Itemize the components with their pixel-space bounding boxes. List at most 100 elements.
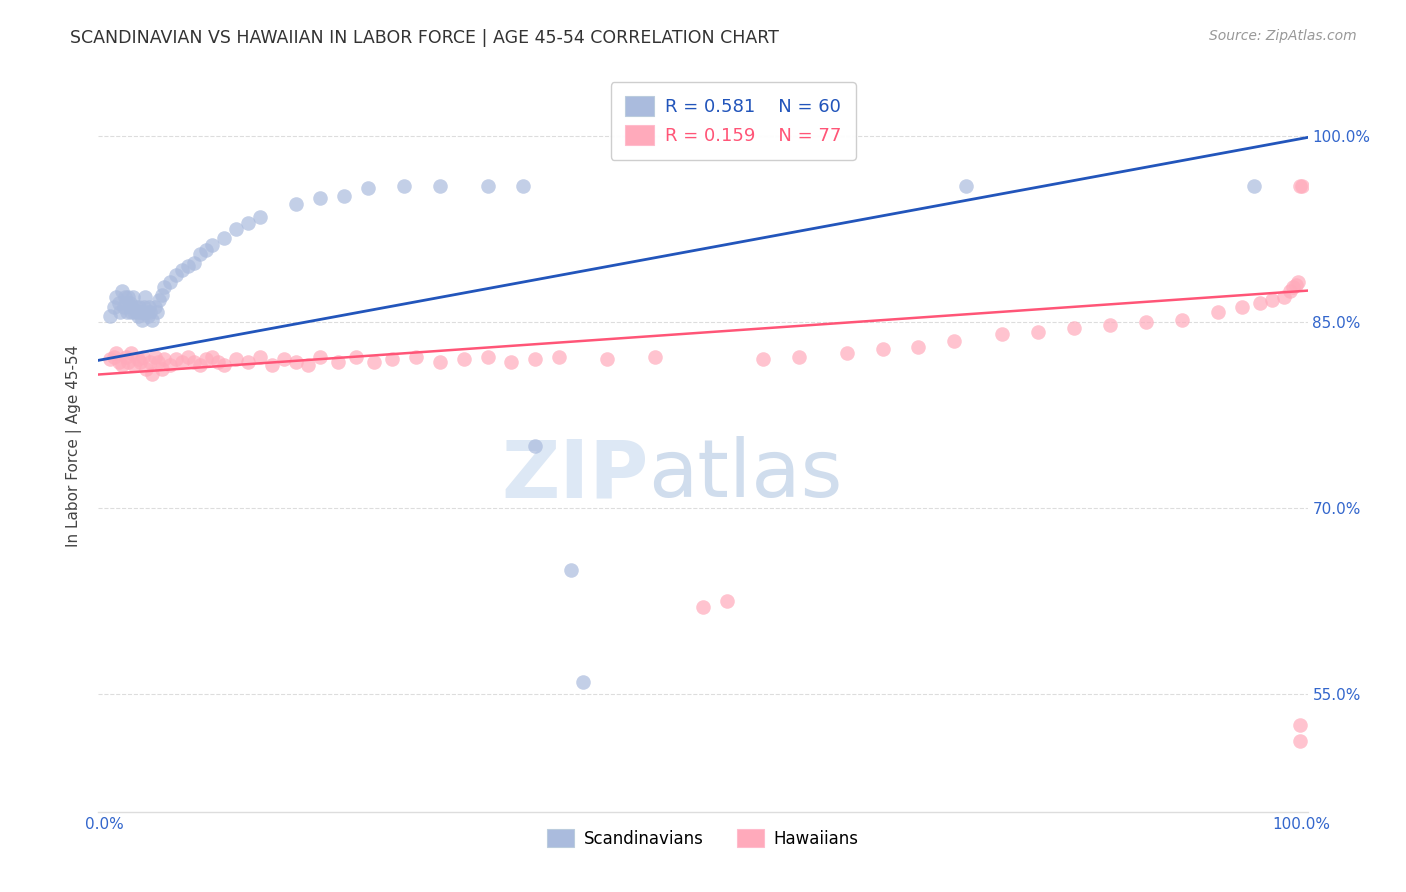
Point: [143, 300, 166, 314]
Point: [124, 359, 146, 373]
Point: [165, 268, 187, 282]
Point: [212, 359, 235, 373]
Point: [127, 352, 149, 367]
Point: [143, 350, 166, 364]
Point: [153, 280, 176, 294]
Point: [141, 312, 163, 326]
Point: [1135, 315, 1157, 329]
Point: [117, 290, 139, 304]
Point: [787, 350, 810, 364]
Point: [560, 563, 582, 577]
Point: [201, 238, 224, 252]
Point: [1249, 296, 1271, 310]
Point: [112, 300, 135, 314]
Point: [183, 354, 205, 368]
Point: [381, 352, 404, 367]
Point: [344, 350, 367, 364]
Point: [148, 293, 170, 307]
Point: [1260, 293, 1282, 307]
Point: [201, 350, 224, 364]
Point: [453, 352, 475, 367]
Point: [141, 367, 163, 381]
Point: [139, 305, 162, 319]
Point: [309, 191, 332, 205]
Point: [127, 309, 149, 323]
Point: [644, 350, 666, 364]
Point: [405, 350, 427, 364]
Text: SCANDINAVIAN VS HAWAIIAN IN LABOR FORCE | AGE 45-54 CORRELATION CHART: SCANDINAVIAN VS HAWAIIAN IN LABOR FORCE …: [70, 29, 779, 46]
Point: [188, 359, 211, 373]
Point: [1289, 178, 1312, 193]
Point: [357, 181, 380, 195]
Point: [297, 359, 319, 373]
Point: [135, 305, 157, 319]
Point: [752, 352, 775, 367]
Point: [524, 352, 547, 367]
Point: [121, 300, 143, 314]
Point: [207, 354, 229, 368]
Point: [309, 350, 332, 364]
Point: [128, 300, 150, 314]
Text: ZIP: ZIP: [502, 436, 648, 515]
Point: [1272, 290, 1295, 304]
Point: [1063, 321, 1085, 335]
Point: [236, 354, 259, 368]
Point: [120, 346, 142, 360]
Point: [150, 362, 173, 376]
Point: [1230, 300, 1253, 314]
Point: [117, 354, 139, 368]
Point: [1286, 276, 1309, 290]
Point: [159, 359, 181, 373]
Point: [103, 300, 125, 314]
Point: [177, 350, 200, 364]
Point: [477, 350, 499, 364]
Point: [115, 350, 138, 364]
Point: [195, 352, 218, 367]
Point: [429, 354, 451, 368]
Point: [429, 178, 451, 193]
Point: [955, 178, 977, 193]
Point: [273, 352, 295, 367]
Point: [260, 359, 283, 373]
Point: [111, 359, 134, 373]
Point: [177, 259, 200, 273]
Point: [195, 243, 218, 257]
Point: [105, 346, 128, 360]
Point: [1171, 312, 1194, 326]
Point: [225, 352, 247, 367]
Point: [326, 354, 349, 368]
Point: [1289, 718, 1312, 732]
Point: [124, 305, 146, 319]
Point: [692, 600, 714, 615]
Point: [103, 350, 125, 364]
Point: [146, 305, 169, 319]
Point: [249, 350, 271, 364]
Point: [596, 352, 619, 367]
Point: [105, 290, 128, 304]
Legend: Scandinavians, Hawaiians: Scandinavians, Hawaiians: [540, 822, 866, 855]
Point: [118, 296, 141, 310]
Point: [1291, 178, 1313, 193]
Point: [907, 340, 929, 354]
Point: [392, 178, 415, 193]
Point: [148, 354, 170, 368]
Point: [477, 178, 499, 193]
Point: [165, 352, 187, 367]
Point: [183, 255, 205, 269]
Point: [1278, 284, 1301, 298]
Text: atlas: atlas: [648, 436, 844, 515]
Point: [1289, 734, 1312, 748]
Point: [139, 354, 162, 368]
Point: [107, 354, 129, 368]
Point: [512, 178, 534, 193]
Point: [120, 305, 142, 319]
Point: [1284, 277, 1306, 292]
Point: [236, 216, 259, 230]
Point: [501, 354, 523, 368]
Point: [132, 300, 155, 314]
Point: [138, 300, 160, 314]
Point: [100, 352, 122, 367]
Point: [943, 334, 966, 348]
Point: [572, 674, 595, 689]
Point: [188, 247, 211, 261]
